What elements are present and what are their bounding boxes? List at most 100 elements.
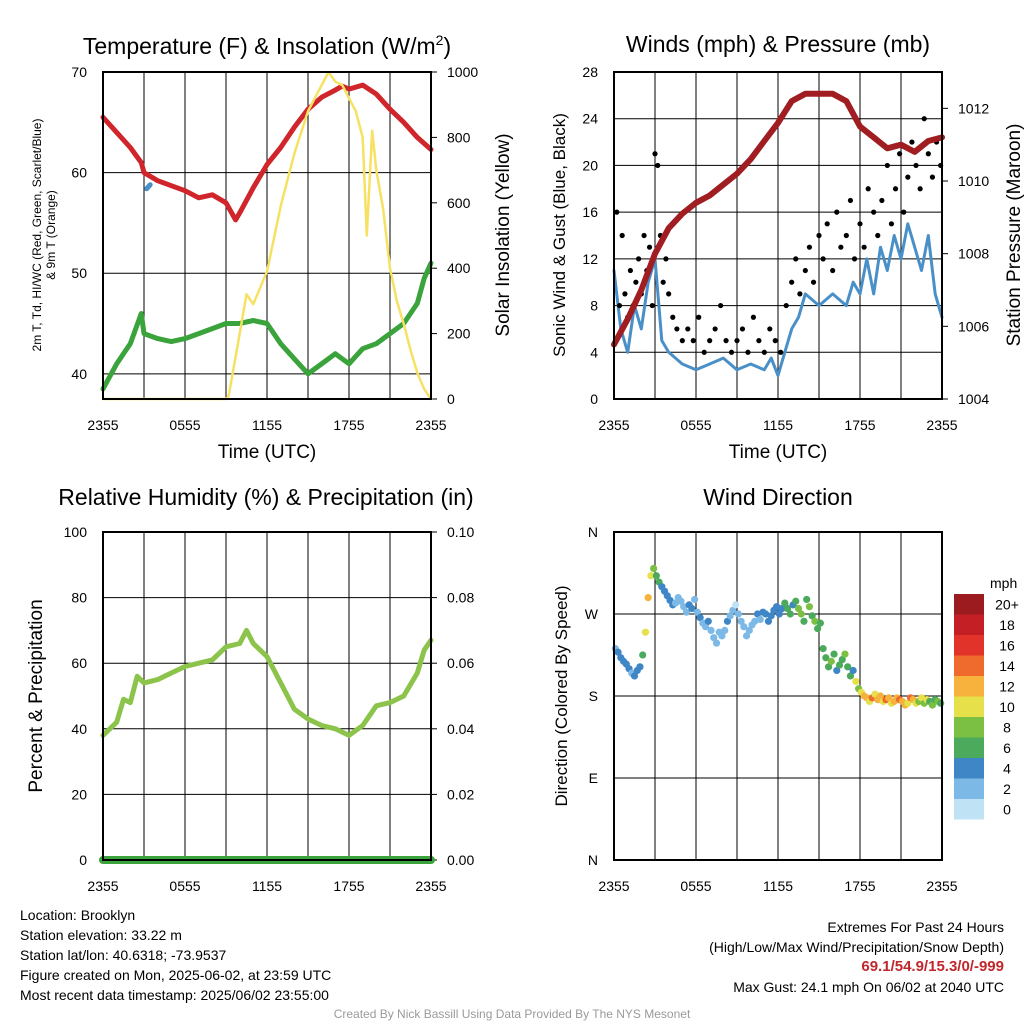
direction-point <box>630 672 639 680</box>
direction-ytick-label: W <box>585 606 599 622</box>
winds-gust-point <box>767 326 773 332</box>
winds-xtick-label: 0555 <box>680 417 711 433</box>
winds-xlabel: Time (UTC) <box>729 442 828 463</box>
winds-gust-point <box>843 232 849 239</box>
direction-point <box>792 597 800 605</box>
direction-ylabel: Direction (Colored By Speed) <box>552 585 571 806</box>
direction-point <box>830 650 838 658</box>
direction-point <box>833 666 841 675</box>
direction-point <box>732 601 740 609</box>
colorbar-cell <box>954 696 984 717</box>
winds-ytick-label: 12 <box>582 251 598 267</box>
direction-point <box>742 632 751 640</box>
temperature-series-dewpoint <box>100 260 434 392</box>
winds-gust-point <box>622 291 628 297</box>
direction-point <box>803 595 811 604</box>
winds-gust-point <box>897 151 903 157</box>
max-gust-text: Max Gust: 24.1 mph On 06/02 at 2040 UTC <box>733 979 1004 995</box>
winds-gust-point <box>756 338 762 344</box>
winds-ytick-label: 28 <box>582 64 598 80</box>
humidity-y2tick-label: 0.10 <box>447 524 474 540</box>
winds-gust-point <box>824 221 830 227</box>
colorbar-label: 20+ <box>995 596 1019 612</box>
winds-series-pressure <box>611 90 945 348</box>
colorbar-label: 4 <box>1003 760 1011 776</box>
winds-gust-point <box>834 209 840 215</box>
winds-gust-point <box>820 256 826 262</box>
temperature-ytick-label: 70 <box>71 64 87 80</box>
direction-point <box>816 619 824 627</box>
winds-gust-point <box>830 267 836 274</box>
direction-point <box>781 599 789 607</box>
winds-gust-point <box>888 221 895 227</box>
direction-point <box>726 612 734 620</box>
humidity-ylabel: Percent & Precipitation <box>26 599 47 792</box>
direction-xtick-label: 2355 <box>598 878 629 894</box>
humidity-ytick-label: 20 <box>71 786 87 802</box>
winds-y2tick-label: 1006 <box>958 318 989 334</box>
direction-point <box>753 610 762 618</box>
direction-point <box>704 617 712 625</box>
colorbar-cell <box>954 594 984 615</box>
direction-point <box>693 608 701 616</box>
colorbar-cell <box>954 614 984 635</box>
winds-gust-point <box>739 326 746 332</box>
created-text: Figure created on Mon, 2025-06-02, at 23… <box>20 967 332 983</box>
direction-point <box>794 604 803 613</box>
humidity-y2tick-label: 0.00 <box>447 852 474 868</box>
recent-data-text: Most recent data timestamp: 2025/06/02 2… <box>20 987 329 1003</box>
direction-point <box>710 634 718 642</box>
winds-gust-point <box>783 302 789 309</box>
winds-gust-point <box>793 256 799 262</box>
winds-gust-point <box>627 267 634 274</box>
winds-gust-point <box>652 151 658 157</box>
temperature-xtick-label: 2355 <box>87 417 118 433</box>
temperature-series-temperature <box>100 82 434 223</box>
winds-gust-point <box>701 349 707 355</box>
colorbar-label: 14 <box>999 658 1015 674</box>
winds-gust-point <box>857 221 863 227</box>
direction-point <box>846 672 855 680</box>
humidity-xtick-label: 1155 <box>252 878 282 894</box>
elevation-text: Station elevation: 33.22 m <box>20 927 182 943</box>
winds-xtick-label: 1755 <box>844 417 875 433</box>
plot-area: 2355 0555 1155 1755 235540506070020040060080… <box>64 64 1019 894</box>
direction-point <box>718 632 726 640</box>
winds-gust-point <box>797 291 803 297</box>
direction-xtick-label: 0555 <box>680 878 711 894</box>
humidity-xtick-label: 2355 <box>87 878 118 894</box>
direction-point <box>775 610 783 618</box>
winds-series-wind <box>612 222 944 378</box>
winds-ytick-label: 4 <box>590 344 598 360</box>
winds-xtick-label: 2355 <box>926 417 957 433</box>
direction-point <box>871 690 879 698</box>
direction-point <box>677 597 685 605</box>
humidity-y2tick-label: 0.04 <box>447 721 474 737</box>
winds-gust-point <box>861 244 867 250</box>
temperature-ylabel-line2: & 9m T (Orange) <box>44 190 58 280</box>
winds-gust-point <box>816 232 822 239</box>
winds-ytick-label: 24 <box>582 111 598 127</box>
direction-point <box>636 663 644 671</box>
winds-gust-point <box>616 302 623 309</box>
winds-gust-point <box>761 349 767 355</box>
extremes-values: 69.1/54.9/15.3/0/-999 <box>861 958 1004 975</box>
temperature-xtick-label: 0555 <box>169 417 200 433</box>
colorbar-label: 2 <box>1003 781 1011 797</box>
direction-point <box>904 699 912 707</box>
colorbar-cell <box>954 778 984 799</box>
colorbar-cell <box>954 737 984 758</box>
humidity-ytick-label: 60 <box>71 655 87 671</box>
temperature-xtick-label: 2355 <box>415 417 446 433</box>
winds-gust-point <box>917 186 923 192</box>
winds-gust-point <box>646 244 653 250</box>
temperature-y2tick-label: 0 <box>447 391 455 407</box>
direction-point <box>800 617 808 625</box>
winds-gust-point <box>679 338 685 344</box>
winds-gust-point <box>909 139 915 145</box>
extremes-title: Extremes For Past 24 Hours <box>827 919 1004 935</box>
direction-xtick-label: 1155 <box>763 878 793 894</box>
direction-point <box>822 654 830 662</box>
winds-gust-point <box>614 209 620 215</box>
